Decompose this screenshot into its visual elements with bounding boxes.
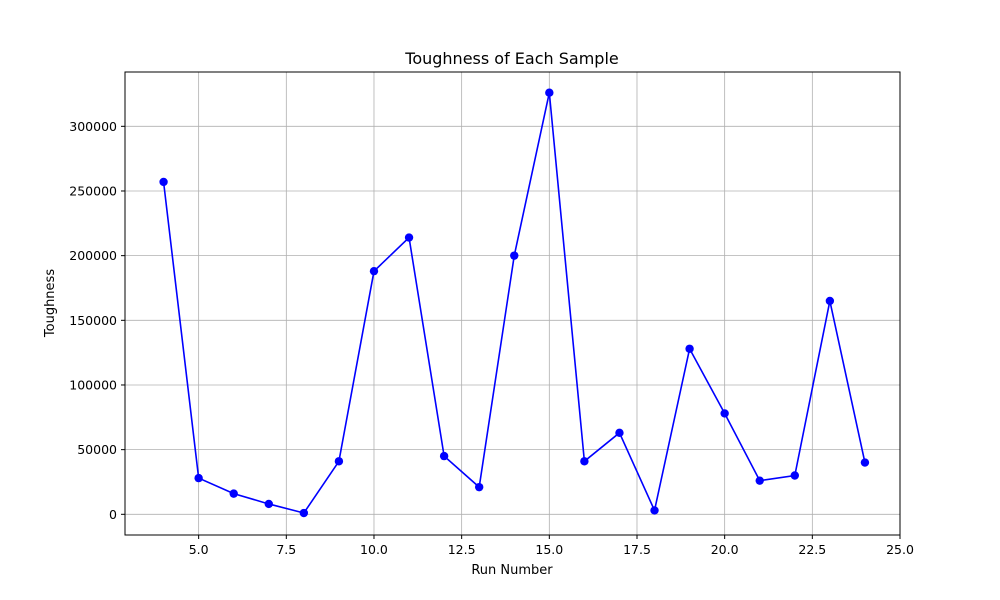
y-tick-label: 200000 — [69, 248, 117, 263]
y-tick-label: 250000 — [69, 183, 117, 198]
data-point — [369, 266, 379, 276]
x-tick-label: 15.0 — [535, 542, 563, 557]
y-tick-label: 150000 — [69, 313, 117, 328]
y-axis-label: Toughness — [43, 269, 58, 338]
data-point — [650, 506, 659, 515]
data-point — [580, 457, 589, 466]
data-series — [159, 88, 870, 518]
data-point — [545, 88, 554, 97]
data-point — [334, 457, 344, 466]
data-point — [790, 471, 799, 480]
data-point — [264, 499, 273, 509]
x-tick-label: 17.5 — [623, 542, 651, 557]
data-point — [229, 489, 238, 498]
axes: 5.0 7.5 10.0 12.5 15.0 17.5 20.0 22.5 25.0 0 50000… — [69, 71, 914, 557]
x-tick-label: 5.0 — [189, 542, 209, 557]
data-point — [755, 476, 764, 485]
plot-frame — [124, 71, 901, 536]
data-point — [720, 409, 729, 418]
data-point — [299, 508, 309, 518]
y-tick-label: 300000 — [69, 119, 117, 134]
x-tick-label: 25.0 — [886, 542, 914, 557]
data-point — [510, 251, 519, 260]
x-tick-label: 10.0 — [360, 542, 388, 557]
data-point — [685, 344, 694, 353]
y-tick-label: 0 — [109, 507, 117, 522]
data-point — [825, 296, 835, 306]
data-point — [439, 451, 449, 461]
x-tick-label: 22.5 — [798, 542, 826, 557]
data-point — [615, 428, 624, 438]
y-tick-label: 50000 — [77, 442, 117, 457]
data-point — [159, 177, 168, 187]
grid-lines — [125, 72, 901, 535]
x-tick-label: 20.0 — [711, 542, 739, 557]
data-point — [404, 233, 414, 242]
y-tick-label: 100000 — [69, 377, 117, 392]
x-axis-label: Run Number — [471, 563, 553, 578]
data-point — [860, 458, 870, 467]
x-tick-label: 12.5 — [448, 542, 476, 557]
x-tick-label: 7.5 — [276, 542, 296, 557]
data-point — [474, 482, 484, 492]
chart-title: Toughness of Each Sample — [404, 49, 618, 68]
data-point — [194, 473, 203, 483]
